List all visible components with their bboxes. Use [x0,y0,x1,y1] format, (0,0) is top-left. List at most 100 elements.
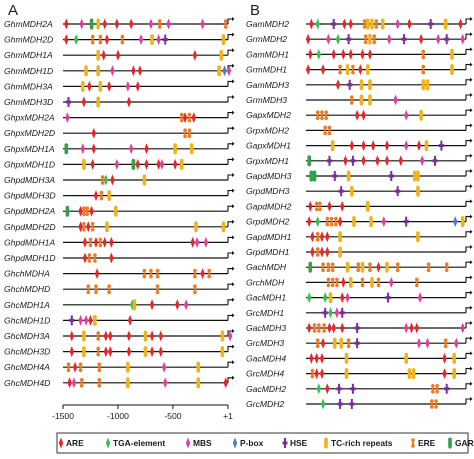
cis-element-are [376,261,381,273]
promoter-row: GhchMDHA [4,266,235,280]
cis-element-tc [352,216,356,228]
cis-element-are [103,346,109,358]
cis-element-mbs [194,236,200,248]
cis-element-ere [96,331,100,341]
cis-element-mbs [416,337,422,349]
cis-element-ere [323,125,327,136]
cis-element-are [72,361,78,373]
cis-element-are [182,112,188,124]
cis-element-mbs [345,292,350,304]
cis-element-are [78,221,83,233]
promoter-row: GhcMDH1A [4,297,235,311]
tss-arrow-icon [227,204,235,212]
tss-arrow-icon [227,313,235,321]
cis-element-are [358,64,363,76]
gene-label: GrpxMDH1 [246,156,289,166]
cis-element-tc [350,185,354,197]
cis-element-ere [320,110,324,120]
cis-element-are [442,368,447,380]
cis-element-are [398,155,404,167]
promoter-row: GhmMDH3D [4,95,235,108]
legend-label: GARE [455,438,474,448]
tss-arrow-icon [465,138,473,146]
cis-element-ere [435,384,439,394]
cis-element-ere [315,110,320,120]
x-tick-label: +1 [223,411,233,421]
cis-element-tga [320,398,326,410]
cis-element-mbs [226,65,232,77]
cis-element-ere [120,34,125,45]
cis-element-ere [346,338,351,349]
tss-arrow-icon [465,290,473,298]
cis-element-are [314,352,319,364]
gene-label: GacMDH3 [246,323,286,333]
promoter-row: GhmMDH2D [4,32,235,46]
tss-arrow-icon [465,214,473,222]
cis-element-mbs [393,94,398,106]
gene-label: GamMDH2 [246,19,289,29]
promoter-row: GapdMDH3 [246,169,473,182]
promoter-row: GapdMDH2 [246,199,473,212]
promoter-row: GrcMDH2 [246,397,473,410]
cis-element-ere [325,216,330,227]
tss-arrow-icon [465,62,473,70]
cis-element-ere [86,284,91,295]
cis-element-hse [354,323,360,333]
cis-element-ere [314,201,319,212]
cis-element-tc [460,216,465,228]
legend-item-tga: TGA-element [105,437,165,449]
cis-element-tc [96,65,100,77]
legend-item-hse: HSE [282,438,308,448]
cis-element-are [418,33,424,45]
cis-element-gare [64,143,69,155]
promoter-row: GamMDH3 [246,77,473,91]
cis-element-hse [385,292,391,303]
cis-element-are [309,18,314,30]
cis-element-are [384,140,390,152]
gene-label: GrpdMDH2 [246,217,290,227]
gene-label: GapxMDH1 [246,141,291,151]
cis-element-tc [82,330,86,342]
cis-element-pbox [453,216,458,228]
cis-element-are [110,174,115,186]
promoter-row: GhchMDHD [4,282,235,294]
cis-element-hse [401,34,407,45]
cis-element-ere [350,95,354,105]
cis-element-tc [366,200,370,212]
cis-element-hse [336,383,342,394]
cis-element-tc [360,261,365,273]
tss-arrow-icon [465,351,473,359]
gene-label: GhpxMDH1D [4,159,55,169]
cis-element-mbs [203,236,209,248]
promoter-row: GrmMDH1 [246,62,473,76]
cis-element-ere [338,64,342,75]
cis-element-tc [344,352,349,364]
cis-element-are [319,246,325,258]
cis-element-are [375,155,380,167]
cis-element-are [340,200,345,212]
cis-element-mbs [425,337,430,349]
cis-element-are [106,80,112,92]
promoter-row: GhcMDH1D [4,313,235,326]
promoter-row: GhpdMDH1A [4,235,235,248]
cis-element-ere [312,323,317,333]
cis-element-ere [90,34,95,45]
cis-element-hse [395,186,401,197]
cis-element-mbs [166,18,171,30]
gene-label: GhpxMDH1A [4,144,55,154]
gene-label: GacMDH1 [246,293,286,303]
tss-arrow-icon [227,219,235,227]
cis-element-gare [89,18,94,30]
cis-element-are [370,140,376,152]
cis-element-ere [179,112,184,123]
cis-element-tc [345,64,350,76]
cis-element-are [91,143,96,155]
gene-label: GhcMDH1D [4,315,50,325]
cis-element-are [82,236,88,248]
promoter-row: GhcMDH3A [4,329,235,342]
cis-element-ere [96,346,100,357]
cis-element-tc [421,79,426,91]
cis-element-gare [312,170,317,182]
cis-element-mbs [460,322,465,334]
cis-element-are [101,49,106,61]
